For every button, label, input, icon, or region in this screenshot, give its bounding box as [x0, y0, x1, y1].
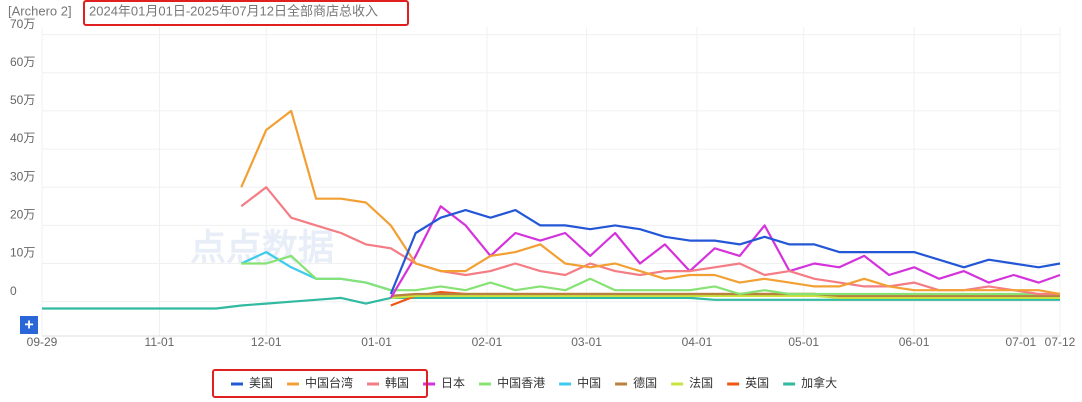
legend-label: 中国香港	[497, 375, 545, 390]
series-line	[42, 296, 1060, 310]
x-tick-label: 12-01	[251, 335, 282, 349]
x-tick-label: 01-01	[361, 335, 392, 349]
add-button-icon[interactable]: +	[24, 317, 33, 334]
legend-label: 法国	[689, 376, 713, 390]
add-button[interactable]	[20, 316, 38, 334]
chart-title: 2024年01月01日-2025年07月12日全部商店总收入	[89, 3, 378, 18]
series-line	[390, 292, 1060, 297]
watermark: 点点数据	[190, 227, 334, 268]
y-tick-label: 40万	[10, 131, 35, 145]
app-name: [Archero 2]	[8, 3, 72, 18]
legend-label: 加拿大	[801, 375, 837, 390]
series-line	[241, 254, 1060, 296]
y-tick-label: 70万	[10, 17, 35, 31]
legend-label: 美国	[249, 376, 273, 390]
legend-label: 韩国	[385, 375, 409, 390]
series-line	[390, 294, 1060, 299]
legend-label: 英国	[745, 376, 769, 390]
y-tick-label: 60万	[10, 55, 35, 69]
x-tick-label: 03-01	[571, 335, 602, 349]
legend: 美国 中国台湾 韩国 日本 中国香港 中国 德国 法国 英国 加拿大	[231, 375, 837, 390]
legend-label: 中国台湾	[305, 375, 353, 390]
x-tick-label: 07-01	[1005, 335, 1036, 349]
x-tick-label: 05-01	[788, 335, 819, 349]
legend-label: 中国	[577, 375, 601, 390]
y-tick-label: 20万	[10, 208, 35, 222]
x-tick-label: 09-29	[27, 335, 58, 349]
x-tick-label: 02-01	[472, 335, 503, 349]
legend-label: 德国	[633, 375, 657, 390]
plot-area: 0 10万 20万 30万 40万 50万 60万 70万 09-29 11-01 12-01 01-…	[10, 17, 1076, 349]
title-highlight	[83, 0, 409, 26]
series-line	[389, 209, 1061, 295]
y-tick-label: 0	[10, 284, 17, 298]
legend-label: 日本	[441, 376, 465, 390]
x-tick-label: 06-01	[899, 335, 930, 349]
series-line	[240, 109, 1061, 296]
x-tick-label: 07-12	[1045, 335, 1076, 349]
series-line	[240, 186, 1060, 296]
y-tick-label: 50万	[10, 93, 35, 107]
x-tick-label: 11-01	[145, 335, 175, 349]
y-tick-label: 10万	[10, 246, 35, 260]
series-line	[389, 205, 1061, 299]
y-tick-label: 30万	[10, 169, 35, 183]
x-tick-label: 04-01	[682, 335, 713, 349]
legend-highlight	[212, 369, 428, 398]
